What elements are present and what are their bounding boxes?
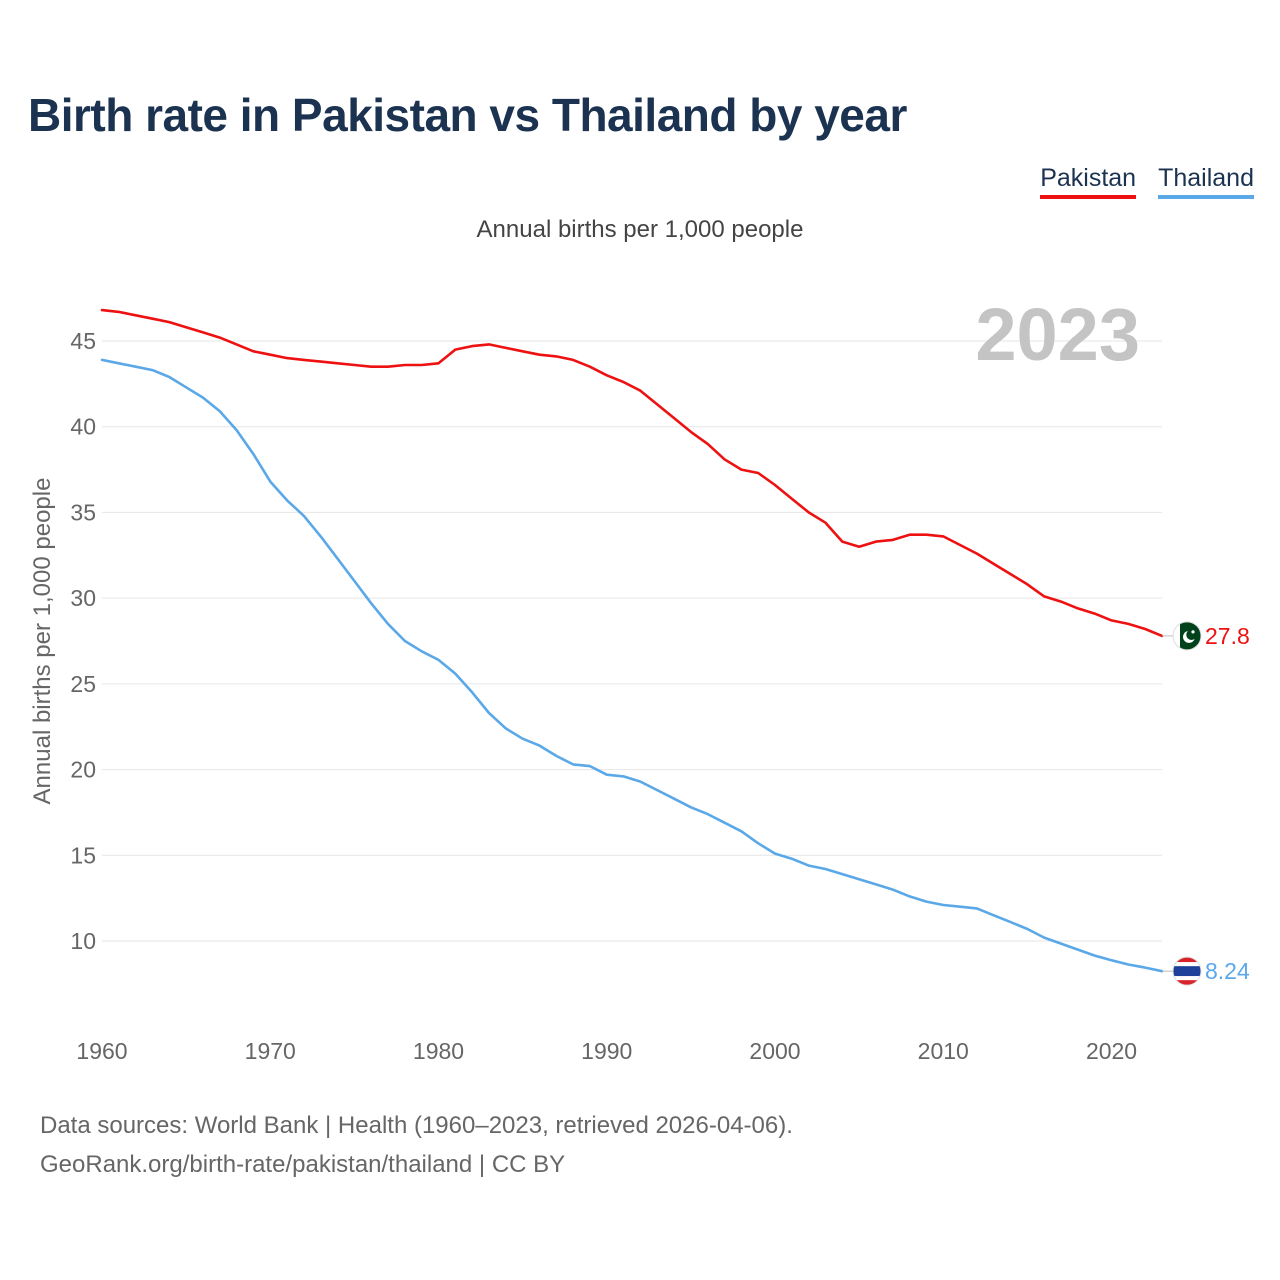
legend: Pakistan Thailand xyxy=(1040,164,1254,199)
x-tick-label-1970: 1970 xyxy=(245,1038,296,1064)
pakistan-flag-icon xyxy=(1172,621,1202,651)
data-source-note: Data sources: World Bank | Health (1960–… xyxy=(40,1112,793,1139)
y-tick-label-25: 25 xyxy=(70,671,96,697)
y-tick-label-35: 35 xyxy=(70,499,96,525)
series-group xyxy=(100,308,1164,973)
y-tick-label-40: 40 xyxy=(70,414,96,440)
end-markers: 27.8 8.24 xyxy=(1162,621,1250,986)
x-tick-label-1980: 1980 xyxy=(413,1038,464,1064)
y-tick-label-45: 45 xyxy=(70,328,96,354)
end-value-label-pakistan: 27.8 xyxy=(1205,623,1250,649)
series-line-pakistan[interactable] xyxy=(100,308,1164,638)
grid-lines xyxy=(102,340,1162,942)
x-tick-label-2010: 2010 xyxy=(918,1038,969,1064)
x-tick-label-2000: 2000 xyxy=(749,1038,800,1064)
thailand-flag-icon xyxy=(1172,956,1202,986)
legend-item-pakistan[interactable]: Pakistan xyxy=(1040,164,1137,199)
y-tick-label-15: 15 xyxy=(70,842,96,868)
legend-item-thailand[interactable]: Thailand xyxy=(1158,164,1254,199)
y-tick-label-10: 10 xyxy=(70,928,96,954)
current-year-label: 2023 xyxy=(975,293,1140,376)
credit-link[interactable]: GeoRank.org/birth-rate/pakistan/thailand… xyxy=(40,1151,566,1178)
y-axis-ticks: 10 15 20 25 30 35 40 45 xyxy=(70,328,96,954)
x-tick-label-1990: 1990 xyxy=(581,1038,632,1064)
x-tick-label-1960: 1960 xyxy=(76,1038,127,1064)
footer: Data sources: World Bank | Health (1960–… xyxy=(40,1106,793,1184)
x-axis-ticks: 1960 1970 1980 1990 2000 2010 2020 xyxy=(76,1038,1137,1064)
chart-title: Birth rate in Pakistan vs Thailand by ye… xyxy=(28,89,907,141)
y-axis-label: Annual births per 1,000 people xyxy=(29,478,56,805)
y-tick-label-30: 30 xyxy=(70,585,96,611)
chart-subtitle: Annual births per 1,000 people xyxy=(476,216,804,243)
series-line-thailand[interactable] xyxy=(100,358,1164,973)
y-tick-label-20: 20 xyxy=(70,757,96,783)
x-tick-label-2020: 2020 xyxy=(1086,1038,1137,1064)
end-value-label-thailand: 8.24 xyxy=(1205,958,1250,984)
